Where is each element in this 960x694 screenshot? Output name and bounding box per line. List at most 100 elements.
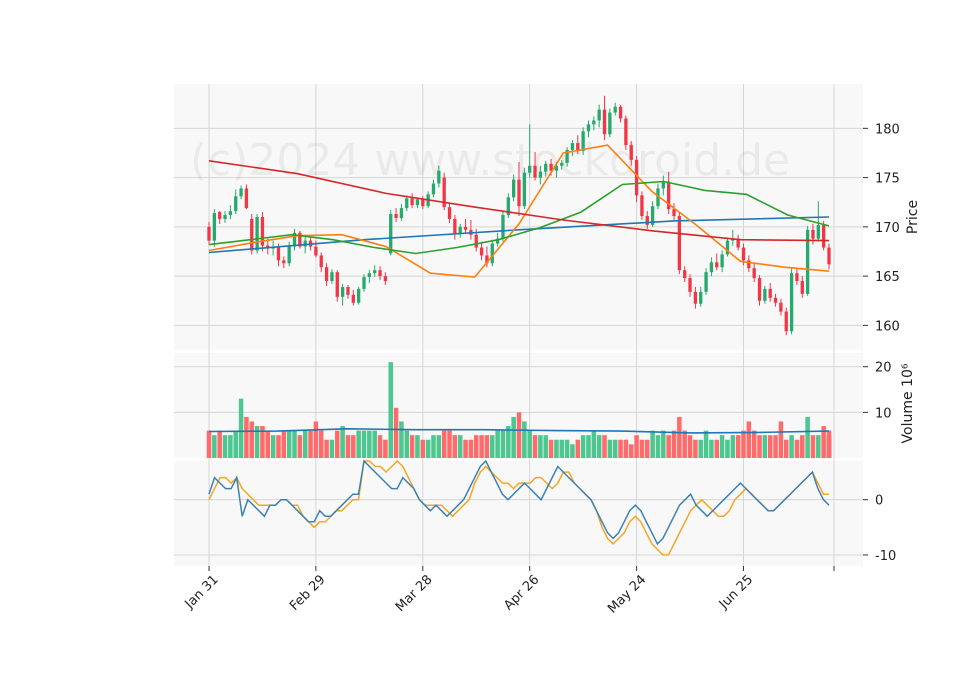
candle-body bbox=[501, 215, 505, 239]
candle-body bbox=[613, 106, 617, 113]
candle-body bbox=[784, 311, 788, 332]
candle-body bbox=[367, 273, 372, 278]
volume-bar bbox=[554, 439, 559, 458]
candle-body bbox=[634, 159, 639, 196]
volume-bar bbox=[816, 435, 821, 458]
volume-bar bbox=[335, 430, 340, 458]
volume-bar bbox=[329, 439, 335, 458]
candle-body bbox=[570, 143, 575, 151]
candle-body bbox=[827, 247, 831, 265]
candle-body bbox=[666, 181, 671, 210]
candle-body bbox=[410, 198, 414, 206]
signal-line bbox=[208, 459, 829, 556]
volume-bar bbox=[538, 435, 543, 458]
volume-bar bbox=[441, 430, 447, 458]
volume-bar bbox=[270, 435, 276, 458]
candle-body bbox=[688, 278, 692, 292]
volume-bar bbox=[586, 435, 591, 458]
volume-bar bbox=[233, 430, 238, 458]
candle-body bbox=[602, 109, 607, 135]
candle-body bbox=[447, 207, 452, 219]
volume-bar bbox=[522, 421, 527, 458]
volume-bar bbox=[810, 435, 816, 458]
volume-bar bbox=[367, 430, 372, 458]
volume-panel bbox=[206, 362, 832, 458]
volume-bar bbox=[650, 430, 655, 458]
volume-bar bbox=[661, 430, 666, 458]
candle-body bbox=[805, 229, 810, 294]
volume-bar bbox=[591, 430, 597, 458]
candle-body bbox=[218, 212, 222, 219]
volume-bar bbox=[265, 430, 271, 458]
candle-body bbox=[736, 238, 740, 248]
volume-bar bbox=[420, 439, 426, 458]
candle-body bbox=[351, 294, 355, 303]
volume-bar bbox=[351, 435, 356, 458]
volume-bar bbox=[800, 435, 805, 458]
macd-panel bbox=[208, 459, 830, 556]
candle-body bbox=[597, 109, 601, 121]
candle-body bbox=[340, 286, 345, 297]
volume-bar bbox=[634, 435, 639, 458]
volume-bar bbox=[302, 430, 308, 458]
candle-body bbox=[650, 206, 655, 225]
volume-bar bbox=[714, 439, 720, 458]
volume-bar bbox=[746, 421, 752, 458]
candle-body bbox=[522, 172, 527, 207]
candle-body bbox=[795, 273, 799, 282]
candle-body bbox=[779, 302, 783, 312]
x-tick-label: Feb 29 bbox=[287, 572, 329, 614]
volume-bar bbox=[260, 426, 265, 458]
candle-body bbox=[821, 224, 826, 248]
volume-bar bbox=[222, 435, 228, 458]
volume-bar bbox=[693, 439, 698, 458]
candle-body bbox=[394, 214, 398, 218]
candle-body bbox=[677, 216, 682, 271]
candle-body bbox=[485, 255, 489, 264]
candle-body bbox=[725, 240, 730, 255]
volume-bar bbox=[490, 435, 495, 458]
x-tick-label: Jan 31 bbox=[182, 572, 222, 612]
volume-axis-label: Volume 10⁶ bbox=[900, 363, 916, 443]
volume-bar bbox=[687, 435, 693, 458]
candle-body bbox=[618, 106, 623, 119]
candle-body bbox=[383, 276, 388, 282]
candle-body bbox=[517, 179, 521, 207]
volume-bar bbox=[783, 439, 789, 458]
volume-bar bbox=[372, 430, 377, 458]
candle-body bbox=[544, 163, 548, 172]
candle-body bbox=[608, 112, 612, 135]
volume-bar bbox=[805, 416, 810, 458]
volume-bar bbox=[244, 416, 249, 458]
macd-line bbox=[208, 459, 830, 546]
volume-bar bbox=[751, 430, 757, 458]
candle-body bbox=[234, 196, 238, 212]
price-y-tick-label: 165 bbox=[875, 270, 900, 285]
candle-body bbox=[437, 170, 441, 184]
volume-bar bbox=[826, 435, 832, 458]
candle-body bbox=[431, 183, 436, 195]
candle-body bbox=[704, 272, 708, 292]
macd-y-tick-label: 0 bbox=[875, 494, 883, 509]
price-y-tick-label: 160 bbox=[875, 319, 900, 334]
candle-body bbox=[389, 214, 393, 254]
ma-long-line bbox=[208, 160, 830, 242]
volume-bar bbox=[415, 435, 420, 458]
volume-bar bbox=[602, 435, 607, 458]
volume-bar bbox=[212, 435, 217, 458]
candle-body bbox=[324, 267, 329, 282]
volume-bar bbox=[655, 435, 661, 458]
volume-bar bbox=[773, 435, 778, 458]
volume-bar bbox=[324, 439, 329, 458]
volume-bar bbox=[383, 439, 388, 458]
candle-body bbox=[228, 211, 233, 216]
candle-body bbox=[250, 218, 254, 251]
candle-body bbox=[816, 224, 820, 239]
grid bbox=[174, 84, 863, 566]
candle-body bbox=[260, 217, 265, 246]
candle-body bbox=[811, 229, 815, 239]
volume-bar bbox=[580, 435, 586, 458]
candle-body bbox=[709, 262, 714, 273]
volume-bar bbox=[725, 439, 730, 458]
